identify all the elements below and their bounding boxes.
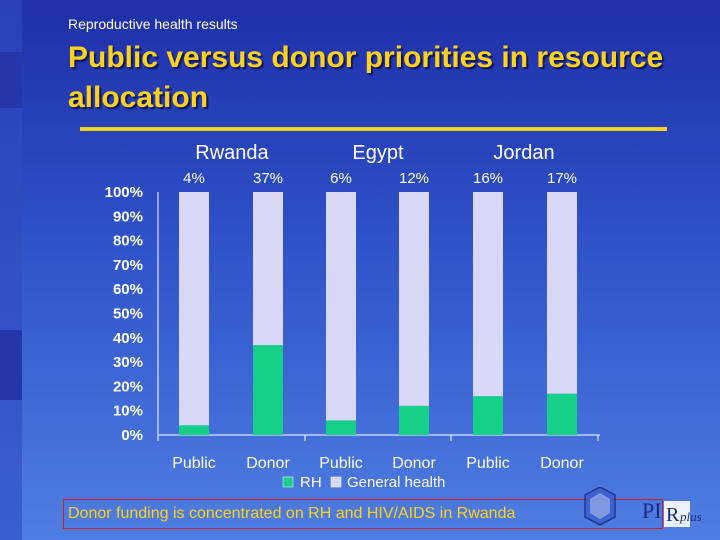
caption-box: [63, 499, 663, 529]
legend-general-health-swatch: [330, 476, 342, 488]
y-tick-label: 10%: [113, 403, 143, 420]
y-tick-label: 60%: [113, 281, 143, 298]
bar-rh-segment: [473, 396, 503, 435]
group-label: Rwanda: [195, 142, 269, 164]
value-label: 37%: [253, 170, 283, 187]
value-label: 17%: [547, 170, 577, 187]
pi-plus-logo: PI R plus: [584, 487, 702, 527]
category-label: Donor: [246, 455, 290, 472]
bar-rh-segment: [253, 345, 283, 435]
category-label: Public: [466, 455, 510, 472]
value-label: 4%: [183, 170, 205, 187]
left-decorative-strip: [0, 0, 22, 540]
category-label: Public: [319, 455, 363, 472]
group-label: Egypt: [352, 142, 404, 164]
caption-text: Donor funding is concentrated on RH and …: [68, 505, 516, 522]
y-tick-label: 90%: [113, 208, 143, 225]
category-label: Donor: [540, 455, 584, 472]
category-label: Public: [172, 455, 216, 472]
logo-suffix: plus: [679, 509, 702, 524]
bar-general-health-segment: [547, 192, 577, 394]
title-rule: [80, 127, 667, 131]
logo-letters: PI: [642, 498, 662, 523]
y-tick-label: 80%: [113, 233, 143, 250]
y-tick-label: 50%: [113, 306, 143, 323]
group-label: Jordan: [493, 142, 554, 164]
y-tick-label: 100%: [105, 184, 143, 201]
slide-subtitle: Reproductive health results: [68, 16, 238, 32]
bar-rh-segment: [399, 405, 429, 435]
bar-general-health-segment: [253, 192, 283, 346]
bar-rh-segment: [179, 425, 209, 435]
bar-rh-segment: [547, 393, 577, 435]
legend-general-health-label: General health: [347, 474, 445, 491]
bar-general-health-segment: [399, 192, 429, 406]
slide-title: Public versus donor priorities in resour…: [68, 41, 664, 114]
y-tick-label: 20%: [113, 378, 143, 395]
bar-rh-segment: [326, 420, 356, 435]
y-tick-label: 40%: [113, 330, 143, 347]
bar-general-health-segment: [473, 192, 503, 397]
value-label: 6%: [330, 170, 352, 187]
legend-rh-label: RH: [300, 474, 322, 491]
bar-general-health-segment: [179, 192, 209, 426]
category-label: Donor: [392, 455, 436, 472]
value-label: 12%: [399, 170, 429, 187]
left-decorative-block: [0, 52, 22, 108]
y-tick-label: 30%: [113, 354, 143, 371]
y-tick-label: 0%: [121, 427, 143, 444]
left-decorative-block: [0, 330, 22, 400]
value-label: 16%: [473, 170, 503, 187]
legend-rh-swatch: [282, 476, 294, 488]
svg-text:R: R: [666, 504, 680, 526]
bar-general-health-segment: [326, 192, 356, 421]
y-tick-label: 70%: [113, 257, 143, 274]
